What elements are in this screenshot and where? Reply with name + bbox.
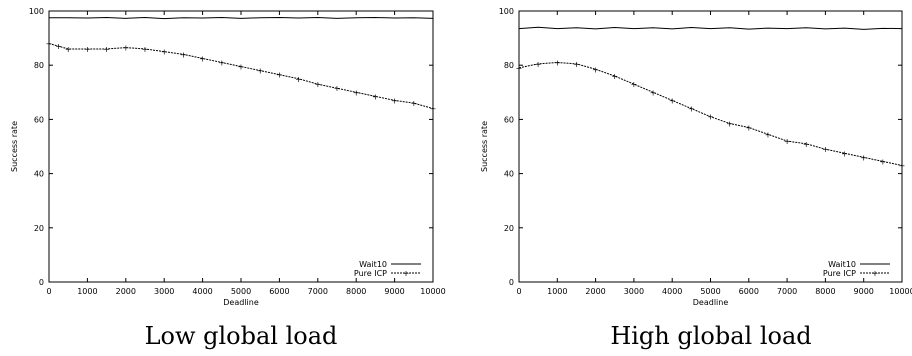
data-point-marker: + [822, 145, 829, 154]
x-tick-label: 3000 [154, 287, 174, 296]
legend-label-wait10: Wait10 [359, 260, 387, 269]
x-tick-label: 6000 [739, 287, 759, 296]
x-tick-label: 4000 [192, 287, 212, 296]
data-point-marker: + [803, 140, 810, 149]
data-point-marker: + [688, 105, 695, 114]
data-point-marker: + [745, 124, 752, 133]
data-point-marker: + [161, 48, 168, 57]
y-tick-label: 60 [504, 115, 514, 124]
data-point-marker: + [46, 40, 53, 49]
data-point-marker: + [592, 65, 599, 74]
data-point-marker: + [554, 58, 561, 67]
data-point-marker: + [573, 60, 580, 69]
data-point-marker: + [257, 67, 264, 76]
legend-label-wait10: Wait10 [828, 260, 856, 269]
y-tick-label: 40 [34, 170, 44, 179]
x-axis-label: Deadline [223, 298, 259, 307]
y-tick-label: 60 [34, 115, 44, 124]
y-tick-label: 20 [504, 224, 514, 233]
data-point-marker: + [55, 42, 62, 51]
data-point-marker: + [650, 88, 657, 97]
x-tick-label: 5000 [700, 287, 720, 296]
y-axis-label: Success rate [10, 121, 19, 172]
x-tick-label: 7000 [777, 287, 797, 296]
x-tick-label: 9000 [854, 287, 874, 296]
data-point-marker: + [860, 153, 867, 162]
x-tick-label: 1000 [77, 287, 97, 296]
figure-caption: Low global load [145, 322, 338, 350]
x-tick-label: 5000 [231, 287, 251, 296]
data-point-marker: + [516, 64, 523, 73]
legend-marker-pure-icp: + [403, 269, 410, 278]
y-tick-label: 0 [39, 278, 44, 287]
legend-label-pure-icp: Pure ICP [823, 269, 856, 278]
x-tick-label: 9000 [384, 287, 404, 296]
y-axis-label: Success rate [480, 121, 489, 172]
y-tick-label: 100 [29, 7, 44, 16]
x-tick-label: 0 [46, 287, 51, 296]
data-point-marker: + [295, 75, 302, 84]
series-line-pure-icp [518, 61, 903, 166]
x-tick-label: 10000 [420, 287, 445, 296]
data-point-marker: + [784, 137, 791, 146]
data-point-marker: + [372, 92, 379, 101]
data-point-marker: + [142, 45, 149, 54]
y-tick-label: 80 [34, 61, 44, 70]
legend-label-pure-icp: Pure ICP [354, 269, 387, 278]
data-point-marker: + [199, 54, 206, 63]
data-point-marker: + [276, 71, 283, 80]
data-point-marker: + [84, 45, 91, 54]
x-tick-label: 6000 [269, 287, 289, 296]
x-tick-label: 10000 [889, 287, 912, 296]
chart-low-load: 0 1000 2000 3000 4000 5000 6000 7000 8000 9000 100… [10, 7, 446, 350]
data-point-marker: + [879, 157, 886, 166]
data-point-marker: + [535, 60, 542, 69]
data-point-marker: + [765, 130, 772, 139]
data-point-marker: + [103, 45, 110, 54]
plot-frame [518, 10, 903, 283]
series-line-pure-icp [48, 43, 434, 110]
data-point-marker: + [430, 105, 437, 114]
data-point-marker: + [353, 88, 360, 97]
y-tick-label: 0 [509, 278, 514, 287]
data-point-marker: + [180, 50, 187, 59]
data-point-marker: + [726, 119, 733, 128]
x-tick-label: 4000 [662, 287, 682, 296]
y-tick-label: 20 [34, 224, 44, 233]
y-tick-label: 100 [499, 7, 514, 16]
x-tick-label: 2000 [585, 287, 605, 296]
x-tick-label: 0 [516, 287, 521, 296]
data-point-marker: + [611, 72, 618, 81]
data-point-marker: + [334, 84, 341, 93]
y-tick-label: 80 [504, 61, 514, 70]
data-point-marker: + [314, 80, 321, 89]
data-point-marker: + [410, 99, 417, 108]
x-tick-label: 8000 [346, 287, 366, 296]
x-tick-label: 8000 [815, 287, 835, 296]
legend-marker-pure-icp: + [872, 269, 879, 278]
x-tick-label: 7000 [308, 287, 328, 296]
data-point-marker: + [65, 45, 72, 54]
data-point-marker: + [631, 80, 638, 89]
y-tick-label: 40 [504, 170, 514, 179]
x-tick-label: 1000 [547, 287, 567, 296]
data-point-marker: + [841, 149, 848, 158]
data-point-marker: + [669, 96, 676, 105]
series-line-wait10 [49, 17, 434, 20]
data-point-marker: + [391, 96, 398, 105]
data-point-marker: + [218, 58, 225, 67]
chart-high-load: 0 1000 2000 3000 4000 5000 6000 7000 8000 9000 100… [480, 7, 912, 350]
data-point-marker: + [707, 113, 714, 122]
figure-caption: High global load [610, 322, 811, 350]
x-tick-label: 3000 [624, 287, 644, 296]
x-axis-label: Deadline [693, 298, 729, 307]
data-point-marker: + [122, 44, 129, 53]
x-tick-label: 2000 [116, 287, 136, 296]
data-point-marker: + [238, 63, 245, 72]
data-point-marker: + [899, 161, 906, 170]
series-line-wait10 [518, 26, 903, 30]
